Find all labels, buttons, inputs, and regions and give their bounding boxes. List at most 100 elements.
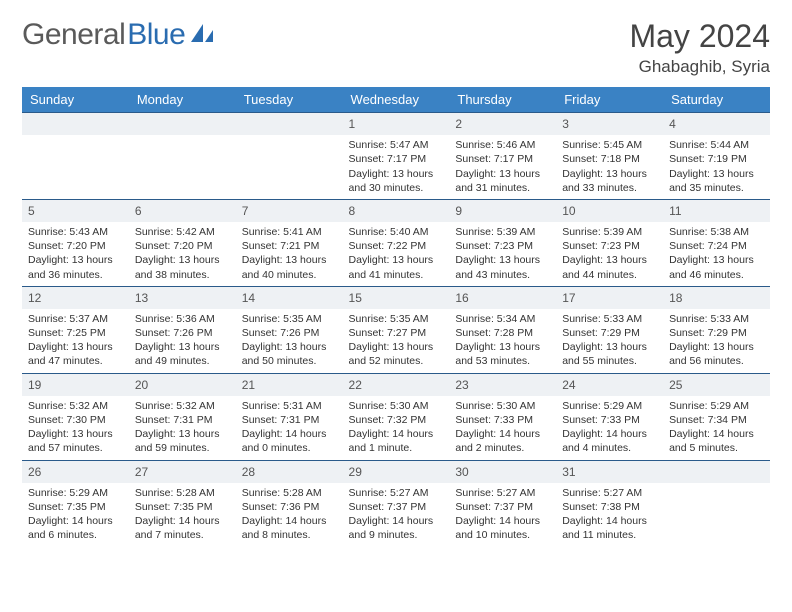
sunset-text: Sunset: 7:20 PM xyxy=(135,239,230,253)
day-details: Sunrise: 5:31 AMSunset: 7:31 PMDaylight:… xyxy=(236,396,343,460)
sunset-text: Sunset: 7:29 PM xyxy=(562,326,657,340)
calendar-day-cell: 29Sunrise: 5:27 AMSunset: 7:37 PMDayligh… xyxy=(343,460,450,546)
day-details: Sunrise: 5:29 AMSunset: 7:35 PMDaylight:… xyxy=(22,483,129,547)
calendar-week-row: 1Sunrise: 5:47 AMSunset: 7:17 PMDaylight… xyxy=(22,113,770,200)
sunrise-text: Sunrise: 5:28 AM xyxy=(135,486,230,500)
sunset-text: Sunset: 7:27 PM xyxy=(349,326,444,340)
daylight-text: Daylight: 14 hours and 1 minute. xyxy=(349,427,444,455)
daylight-text: Daylight: 14 hours and 0 minutes. xyxy=(242,427,337,455)
sunset-text: Sunset: 7:37 PM xyxy=(455,500,550,514)
calendar-day-cell: 21Sunrise: 5:31 AMSunset: 7:31 PMDayligh… xyxy=(236,373,343,460)
sunset-text: Sunset: 7:17 PM xyxy=(455,152,550,166)
sunset-text: Sunset: 7:24 PM xyxy=(669,239,764,253)
day-number: 19 xyxy=(22,374,129,396)
day-details: Sunrise: 5:33 AMSunset: 7:29 PMDaylight:… xyxy=(556,309,663,373)
day-number: 6 xyxy=(129,200,236,222)
day-details: Sunrise: 5:42 AMSunset: 7:20 PMDaylight:… xyxy=(129,222,236,286)
sunrise-text: Sunrise: 5:39 AM xyxy=(455,225,550,239)
daylight-text: Daylight: 14 hours and 5 minutes. xyxy=(669,427,764,455)
sunrise-text: Sunrise: 5:29 AM xyxy=(28,486,123,500)
daylight-text: Daylight: 13 hours and 50 minutes. xyxy=(242,340,337,368)
sunrise-text: Sunrise: 5:29 AM xyxy=(669,399,764,413)
daylight-text: Daylight: 13 hours and 44 minutes. xyxy=(562,253,657,281)
sunrise-text: Sunrise: 5:32 AM xyxy=(28,399,123,413)
calendar-day-cell: 9Sunrise: 5:39 AMSunset: 7:23 PMDaylight… xyxy=(449,199,556,286)
daylight-text: Daylight: 13 hours and 59 minutes. xyxy=(135,427,230,455)
daylight-text: Daylight: 13 hours and 38 minutes. xyxy=(135,253,230,281)
day-number: 30 xyxy=(449,461,556,483)
day-details: Sunrise: 5:41 AMSunset: 7:21 PMDaylight:… xyxy=(236,222,343,286)
brand-logo: GeneralBlue xyxy=(22,18,215,52)
sunrise-text: Sunrise: 5:35 AM xyxy=(349,312,444,326)
day-details: Sunrise: 5:28 AMSunset: 7:36 PMDaylight:… xyxy=(236,483,343,547)
day-number: 7 xyxy=(236,200,343,222)
sunrise-text: Sunrise: 5:35 AM xyxy=(242,312,337,326)
calendar-day-cell: 6Sunrise: 5:42 AMSunset: 7:20 PMDaylight… xyxy=(129,199,236,286)
sunset-text: Sunset: 7:22 PM xyxy=(349,239,444,253)
daylight-text: Daylight: 14 hours and 4 minutes. xyxy=(562,427,657,455)
daylight-text: Daylight: 13 hours and 40 minutes. xyxy=(242,253,337,281)
sunrise-text: Sunrise: 5:47 AM xyxy=(349,138,444,152)
day-details: Sunrise: 5:33 AMSunset: 7:29 PMDaylight:… xyxy=(663,309,770,373)
page-header: GeneralBlue May 2024 Ghabaghib, Syria xyxy=(22,18,770,77)
sunset-text: Sunset: 7:19 PM xyxy=(669,152,764,166)
day-number: 17 xyxy=(556,287,663,309)
day-number: 9 xyxy=(449,200,556,222)
calendar-day-cell: 15Sunrise: 5:35 AMSunset: 7:27 PMDayligh… xyxy=(343,286,450,373)
sunset-text: Sunset: 7:31 PM xyxy=(242,413,337,427)
daylight-text: Daylight: 13 hours and 55 minutes. xyxy=(562,340,657,368)
daylight-text: Daylight: 13 hours and 53 minutes. xyxy=(455,340,550,368)
calendar-day-cell: 17Sunrise: 5:33 AMSunset: 7:29 PMDayligh… xyxy=(556,286,663,373)
day-header: Sunday xyxy=(22,87,129,113)
day-details: Sunrise: 5:29 AMSunset: 7:34 PMDaylight:… xyxy=(663,396,770,460)
day-number: 29 xyxy=(343,461,450,483)
daylight-text: Daylight: 13 hours and 57 minutes. xyxy=(28,427,123,455)
sunrise-text: Sunrise: 5:43 AM xyxy=(28,225,123,239)
calendar-week-row: 12Sunrise: 5:37 AMSunset: 7:25 PMDayligh… xyxy=(22,286,770,373)
calendar-day-cell: 13Sunrise: 5:36 AMSunset: 7:26 PMDayligh… xyxy=(129,286,236,373)
daylight-text: Daylight: 14 hours and 11 minutes. xyxy=(562,514,657,542)
calendar-day-cell xyxy=(22,113,129,200)
daylight-text: Daylight: 14 hours and 7 minutes. xyxy=(135,514,230,542)
calendar-day-cell xyxy=(129,113,236,200)
sunset-text: Sunset: 7:20 PM xyxy=(28,239,123,253)
sunrise-text: Sunrise: 5:41 AM xyxy=(242,225,337,239)
day-number: 25 xyxy=(663,374,770,396)
day-number: 22 xyxy=(343,374,450,396)
day-header: Thursday xyxy=(449,87,556,113)
title-block: May 2024 Ghabaghib, Syria xyxy=(629,18,770,77)
sunrise-text: Sunrise: 5:40 AM xyxy=(349,225,444,239)
day-details: Sunrise: 5:29 AMSunset: 7:33 PMDaylight:… xyxy=(556,396,663,460)
sunset-text: Sunset: 7:34 PM xyxy=(669,413,764,427)
calendar-day-cell: 1Sunrise: 5:47 AMSunset: 7:17 PMDaylight… xyxy=(343,113,450,200)
day-header: Friday xyxy=(556,87,663,113)
sunrise-text: Sunrise: 5:36 AM xyxy=(135,312,230,326)
day-details: Sunrise: 5:28 AMSunset: 7:35 PMDaylight:… xyxy=(129,483,236,547)
calendar-day-cell: 28Sunrise: 5:28 AMSunset: 7:36 PMDayligh… xyxy=(236,460,343,546)
day-number xyxy=(663,461,770,483)
day-details: Sunrise: 5:27 AMSunset: 7:37 PMDaylight:… xyxy=(343,483,450,547)
day-header: Wednesday xyxy=(343,87,450,113)
brand-text-1: General xyxy=(22,18,125,52)
sunrise-text: Sunrise: 5:30 AM xyxy=(455,399,550,413)
calendar-day-cell: 12Sunrise: 5:37 AMSunset: 7:25 PMDayligh… xyxy=(22,286,129,373)
daylight-text: Daylight: 14 hours and 10 minutes. xyxy=(455,514,550,542)
sunset-text: Sunset: 7:33 PM xyxy=(455,413,550,427)
sunset-text: Sunset: 7:35 PM xyxy=(28,500,123,514)
sunset-text: Sunset: 7:28 PM xyxy=(455,326,550,340)
day-number: 24 xyxy=(556,374,663,396)
day-number: 23 xyxy=(449,374,556,396)
sunrise-text: Sunrise: 5:33 AM xyxy=(669,312,764,326)
brand-text-2: Blue xyxy=(127,18,185,52)
sunset-text: Sunset: 7:21 PM xyxy=(242,239,337,253)
daylight-text: Daylight: 13 hours and 30 minutes. xyxy=(349,167,444,195)
month-title: May 2024 xyxy=(629,18,770,55)
calendar-day-cell: 10Sunrise: 5:39 AMSunset: 7:23 PMDayligh… xyxy=(556,199,663,286)
calendar-day-cell: 7Sunrise: 5:41 AMSunset: 7:21 PMDaylight… xyxy=(236,199,343,286)
calendar-day-cell: 24Sunrise: 5:29 AMSunset: 7:33 PMDayligh… xyxy=(556,373,663,460)
day-number: 20 xyxy=(129,374,236,396)
sunrise-text: Sunrise: 5:31 AM xyxy=(242,399,337,413)
daylight-text: Daylight: 14 hours and 9 minutes. xyxy=(349,514,444,542)
sunrise-text: Sunrise: 5:37 AM xyxy=(28,312,123,326)
sunrise-text: Sunrise: 5:27 AM xyxy=(455,486,550,500)
